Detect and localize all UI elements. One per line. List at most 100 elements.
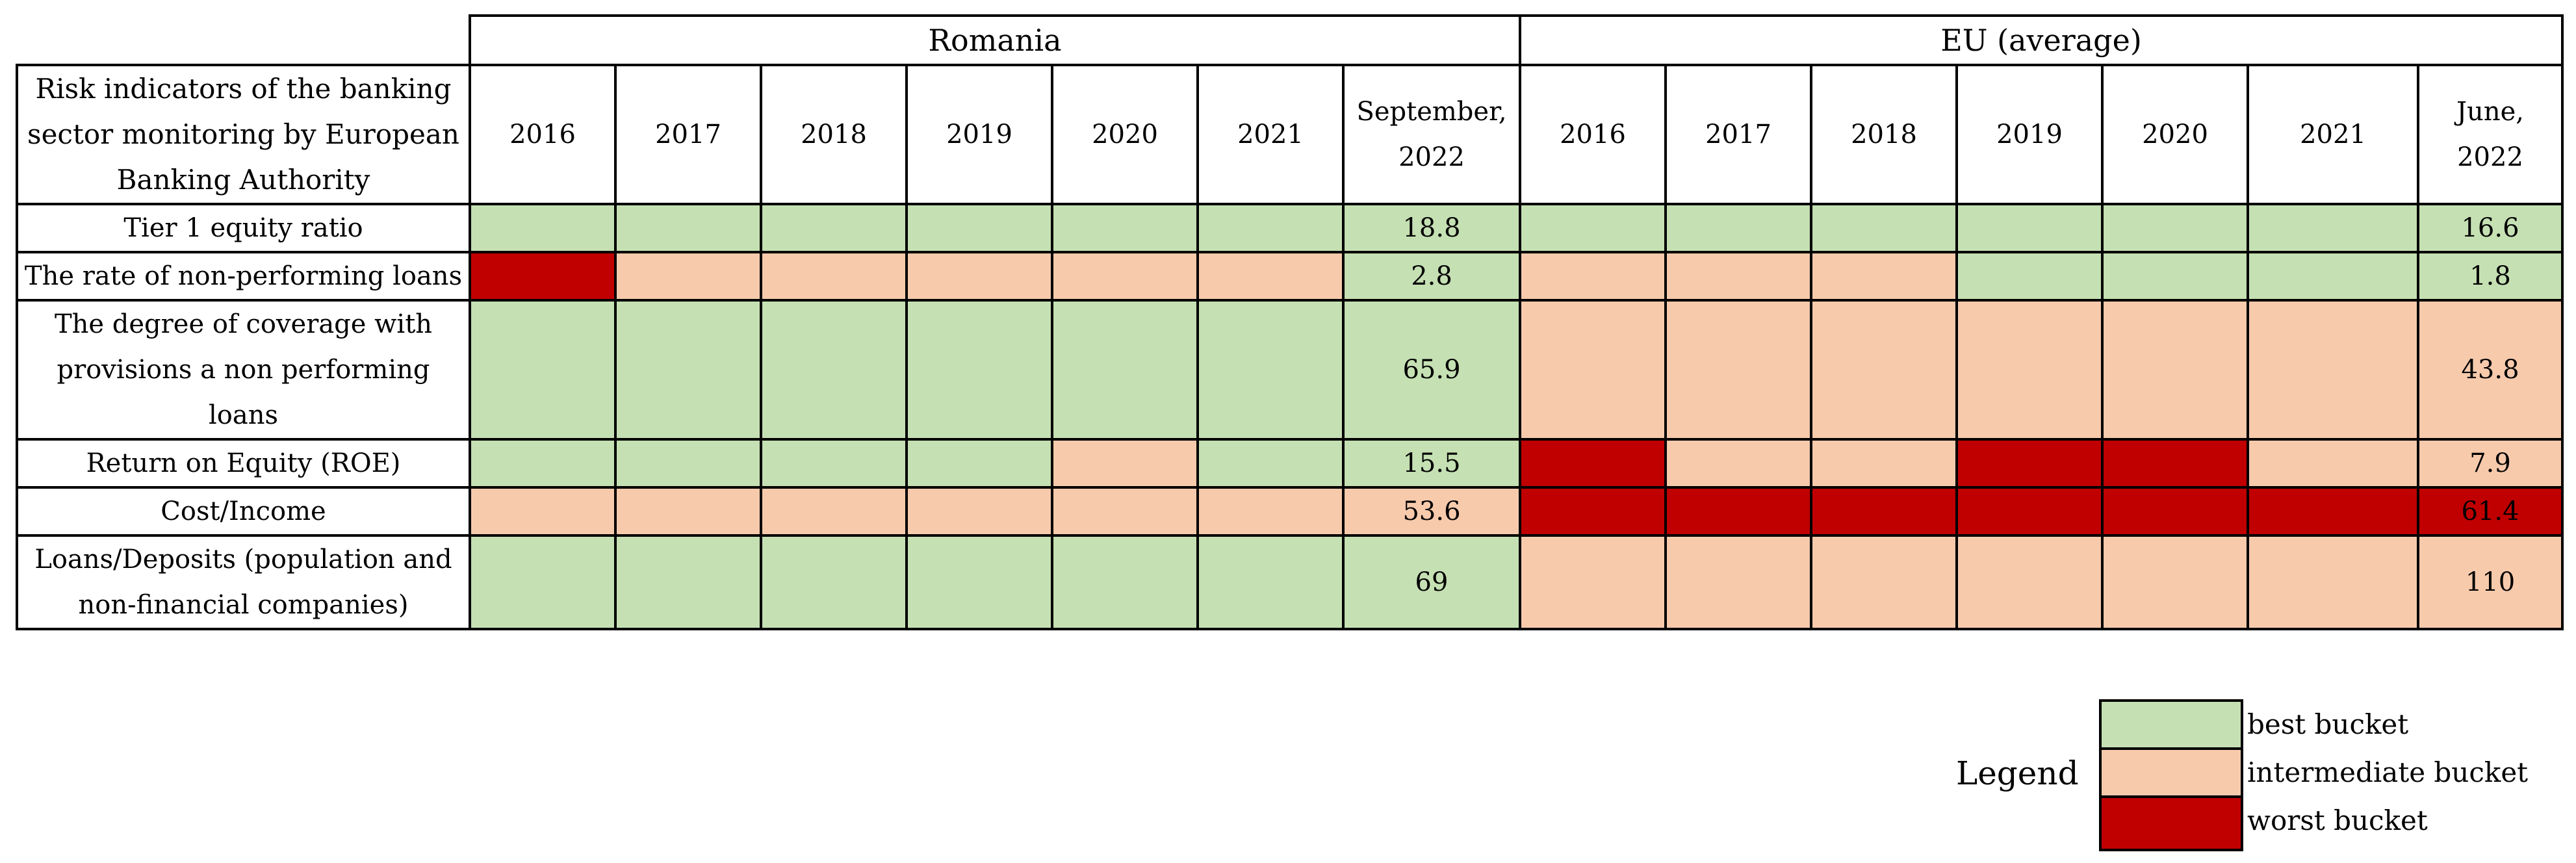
romania-bucket-cell <box>760 438 908 489</box>
romania-bucket-cell <box>614 486 762 537</box>
table-row: Tier 1 equity ratio 18.8 16.6 <box>16 203 2564 253</box>
eu-bucket-cell <box>1664 299 1812 441</box>
eu-bucket-cell <box>1810 534 1958 630</box>
eu-bucket-cell: 1.8 <box>2417 251 2564 302</box>
eu-bucket-cell <box>1955 534 2104 630</box>
romania-bucket-cell <box>1196 299 1345 441</box>
eu-bucket-cell <box>2247 486 2419 537</box>
romania-bucket-cell <box>1196 251 1345 302</box>
eu-bucket-cell <box>1955 203 2104 253</box>
eu-bucket-cell <box>2101 438 2249 489</box>
corner-cell <box>17 16 471 66</box>
romania-bucket-cell <box>1196 486 1345 537</box>
table-row: Cost/Income 53.6 61.4 <box>16 486 2564 537</box>
column-header-romania: 2021 <box>1196 64 1345 205</box>
eu-bucket-cell <box>1664 486 1812 537</box>
romania-bucket-cell <box>905 299 1053 441</box>
column-header-eu: 2016 <box>1519 64 1667 205</box>
table-row: Return on Equity (ROE) 15.5 7.9 <box>16 438 2564 489</box>
romania-bucket-cell <box>469 534 617 630</box>
eu-bucket-cell <box>2247 251 2419 302</box>
romania-bucket-cell <box>905 486 1053 537</box>
eu-bucket-cell: 110 <box>2417 534 2564 630</box>
eu-bucket-cell <box>1664 438 1812 489</box>
eu-bucket-cell <box>1519 251 1667 302</box>
eu-bucket-cell: 16.6 <box>2417 203 2564 253</box>
column-header-eu: 2019 <box>1955 64 2104 205</box>
eu-bucket-cell <box>2101 299 2249 441</box>
romania-bucket-cell <box>1196 438 1345 489</box>
eu-bucket-cell <box>2247 438 2419 489</box>
indicator-label: Return on Equity (ROE) <box>16 438 471 489</box>
romania-bucket-cell <box>760 534 908 630</box>
eu-bucket-cell <box>1810 299 1958 441</box>
eu-bucket-cell: 43.8 <box>2417 299 2564 441</box>
column-header-romania: 2019 <box>905 64 1053 205</box>
romania-bucket-cell <box>1051 251 1199 302</box>
column-header-eu: June, 2022 <box>2417 64 2564 205</box>
romania-bucket-cell <box>469 299 617 441</box>
eu-bucket-cell <box>2101 486 2249 537</box>
indicator-column-header: Risk indicators of the banking sector mo… <box>16 64 471 205</box>
risk-indicator-table: Romania EU (average) Risk indicators of … <box>16 14 2564 630</box>
romania-bucket-cell <box>469 203 617 253</box>
column-header-eu: 2018 <box>1810 64 1958 205</box>
romania-bucket-cell: 69 <box>1342 534 1521 630</box>
romania-bucket-cell <box>905 251 1053 302</box>
eu-bucket-cell <box>1519 534 1667 630</box>
romania-bucket-cell <box>1196 203 1345 253</box>
indicator-label: Tier 1 equity ratio <box>16 203 471 253</box>
indicator-label: Loans/Deposits (population and non-finan… <box>16 534 471 630</box>
romania-bucket-cell <box>614 534 762 630</box>
eu-bucket-cell <box>1810 438 1958 489</box>
romania-bucket-cell <box>1051 203 1199 253</box>
romania-bucket-cell <box>1051 486 1199 537</box>
table-row: The rate of non-performing loans 2.8 1.8 <box>16 251 2564 302</box>
column-header-eu: 2021 <box>2247 64 2419 205</box>
table-row: Loans/Deposits (population and non-finan… <box>16 534 2564 630</box>
eu-bucket-cell <box>2247 299 2419 441</box>
column-header-romania: 2016 <box>469 64 617 205</box>
table-row: The degree of coverage with provisions a… <box>16 299 2564 441</box>
eu-bucket-cell <box>1955 486 2104 537</box>
romania-bucket-cell <box>905 203 1053 253</box>
romania-bucket-cell <box>614 203 762 253</box>
legend-swatch-best <box>2099 699 2243 755</box>
eu-bucket-cell <box>1519 203 1667 253</box>
legend-label-worst: worst bucket <box>2247 805 2428 836</box>
romania-bucket-cell <box>614 299 762 441</box>
column-header-romania: 2017 <box>614 64 762 205</box>
romania-bucket-cell <box>760 299 908 441</box>
romania-bucket-cell <box>905 534 1053 630</box>
indicator-label: The degree of coverage with provisions a… <box>16 299 471 441</box>
region-header-eu: EU (average) <box>1519 14 2564 66</box>
romania-bucket-cell <box>1196 534 1345 630</box>
eu-bucket-cell <box>1519 486 1667 537</box>
eu-bucket-cell <box>1664 203 1812 253</box>
romania-bucket-cell <box>760 251 908 302</box>
romania-bucket-cell <box>614 251 762 302</box>
column-header-eu: 2017 <box>1664 64 1812 205</box>
romania-bucket-cell <box>614 438 762 489</box>
eu-bucket-cell <box>1955 251 2104 302</box>
romania-bucket-cell <box>469 486 617 537</box>
romania-bucket-cell: 15.5 <box>1342 438 1521 489</box>
romania-bucket-cell: 65.9 <box>1342 299 1521 441</box>
romania-bucket-cell <box>469 251 617 302</box>
legend-label-intermediate: intermediate bucket <box>2247 756 2529 788</box>
indicator-label: The rate of non-performing loans <box>16 251 471 302</box>
legend-swatch-intermediate <box>2099 747 2243 803</box>
legend-swatch-worst <box>2099 795 2243 851</box>
romania-bucket-cell <box>905 438 1053 489</box>
eu-bucket-cell <box>1810 251 1958 302</box>
eu-bucket-cell <box>2101 203 2249 253</box>
eu-bucket-cell <box>1810 203 1958 253</box>
eu-bucket-cell <box>1810 486 1958 537</box>
romania-bucket-cell <box>1051 299 1199 441</box>
romania-bucket-cell <box>760 203 908 253</box>
eu-bucket-cell <box>2247 203 2419 253</box>
region-header-romania: Romania <box>469 14 1521 66</box>
eu-bucket-cell <box>2247 534 2419 630</box>
romania-bucket-cell <box>1051 438 1199 489</box>
eu-bucket-cell <box>1519 438 1667 489</box>
